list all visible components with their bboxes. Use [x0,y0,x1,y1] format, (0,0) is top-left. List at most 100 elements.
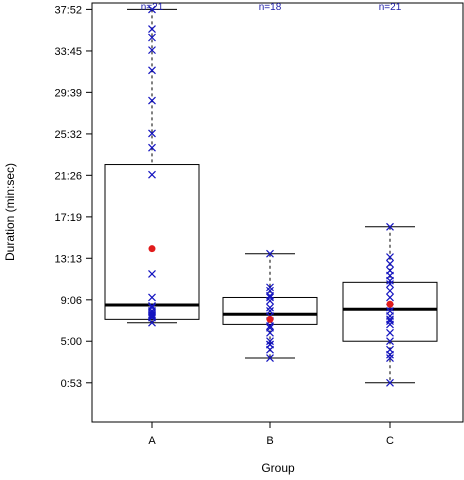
data-point [386,280,394,288]
data-point [266,286,274,295]
data-point-stroke [386,286,394,295]
data-point-stroke [148,269,156,278]
mean-point [266,315,274,323]
data-point [266,303,274,312]
data-point [386,286,394,295]
data-point-stroke [266,340,274,349]
data-point-stroke [386,378,394,387]
plot-border [91,2,464,423]
data-point-stroke [266,286,274,295]
data-point [266,307,274,315]
data-point-stroke [386,337,394,346]
data-point [266,337,274,346]
data-point-stroke [148,311,156,320]
data-point [386,354,394,362]
data-point-stroke [386,280,394,288]
data-point [148,170,156,179]
data-point-stroke [148,293,156,302]
data-point [148,33,156,42]
data-point-stroke [148,129,156,138]
mean-point [386,300,394,308]
y-axis: 0:53 5:00 9:06 13:13 17:19 21:26 25:32 29:39 33:… [54,4,92,390]
data-point [148,293,156,302]
y-tick-label: 25:32 [54,129,82,141]
data-point-stroke [386,328,394,337]
data-point-stroke [148,96,156,105]
data-point [386,266,394,275]
data-point [148,269,156,278]
data-point-stroke [386,307,394,315]
data-point [266,249,274,258]
data-point [386,345,394,354]
y-tick-label: 9:06 [61,295,82,307]
y-tick-label: 21:26 [54,170,82,182]
y-tick-label: 13:13 [54,253,82,265]
x-tick-label: B [266,435,273,447]
mean-point [148,245,156,253]
iqr-box [104,164,200,320]
data-point-stroke [266,283,274,292]
data-point-stroke [266,323,274,332]
data-point [386,378,394,387]
box-group-a: n=21 [104,2,200,327]
data-point [148,303,156,312]
data-point-stroke [148,66,156,75]
data-point-stroke [148,170,156,179]
data-point-stroke [266,337,274,346]
data-point [266,340,274,349]
data-point [148,66,156,75]
data-point-stroke [148,143,156,152]
y-tick-label: 37:52 [54,4,82,16]
data-point-stroke [266,293,274,302]
data-point-stroke [148,303,156,312]
data-point [386,259,394,268]
x-axis-title: Group [261,461,295,475]
data-point-stroke [386,222,394,231]
data-point [148,5,156,14]
data-point-stroke [386,266,394,275]
data-point [148,301,156,310]
data-point-stroke [148,46,156,55]
data-point [386,337,394,346]
x-tick-label: C [386,435,394,447]
data-point [266,323,274,332]
data-point-stroke [386,253,394,262]
data-point-stroke [386,259,394,268]
n-label: n=21 [379,2,402,13]
data-point [386,307,394,315]
data-point [148,25,156,34]
data-point [148,129,156,138]
y-tick-label: 17:19 [54,212,82,224]
data-point-stroke [386,315,394,324]
x-axis: A B C [148,422,394,447]
data-point [386,253,394,262]
data-point [266,283,274,292]
data-point [386,222,394,231]
y-tick-label: 29:39 [54,87,82,99]
data-point [148,46,156,55]
data-point [148,143,156,152]
boxes: n=21 n=18 n=21 [104,2,438,387]
y-tick-label: 5:00 [61,336,82,348]
data-point-stroke [148,5,156,14]
data-point [386,293,394,302]
data-point-stroke [148,301,156,310]
y-tick-label: 33:45 [54,46,82,58]
plot-frame [91,2,464,423]
box-group-b: n=18 [222,2,318,362]
x-tick-label: A [148,435,156,447]
data-point-stroke [266,303,274,312]
data-point [148,96,156,105]
data-point-stroke [386,354,394,362]
box-group-c: n=21 [342,2,438,387]
data-point [386,315,394,324]
n-label: n=21 [141,2,164,13]
data-point-stroke [266,307,274,315]
data-point [386,328,394,337]
data-point-stroke [386,293,394,302]
data-point-stroke [266,354,274,362]
data-point-stroke [148,33,156,42]
y-axis-title: Duration (min:sec) [3,163,17,261]
data-point-stroke [386,345,394,354]
